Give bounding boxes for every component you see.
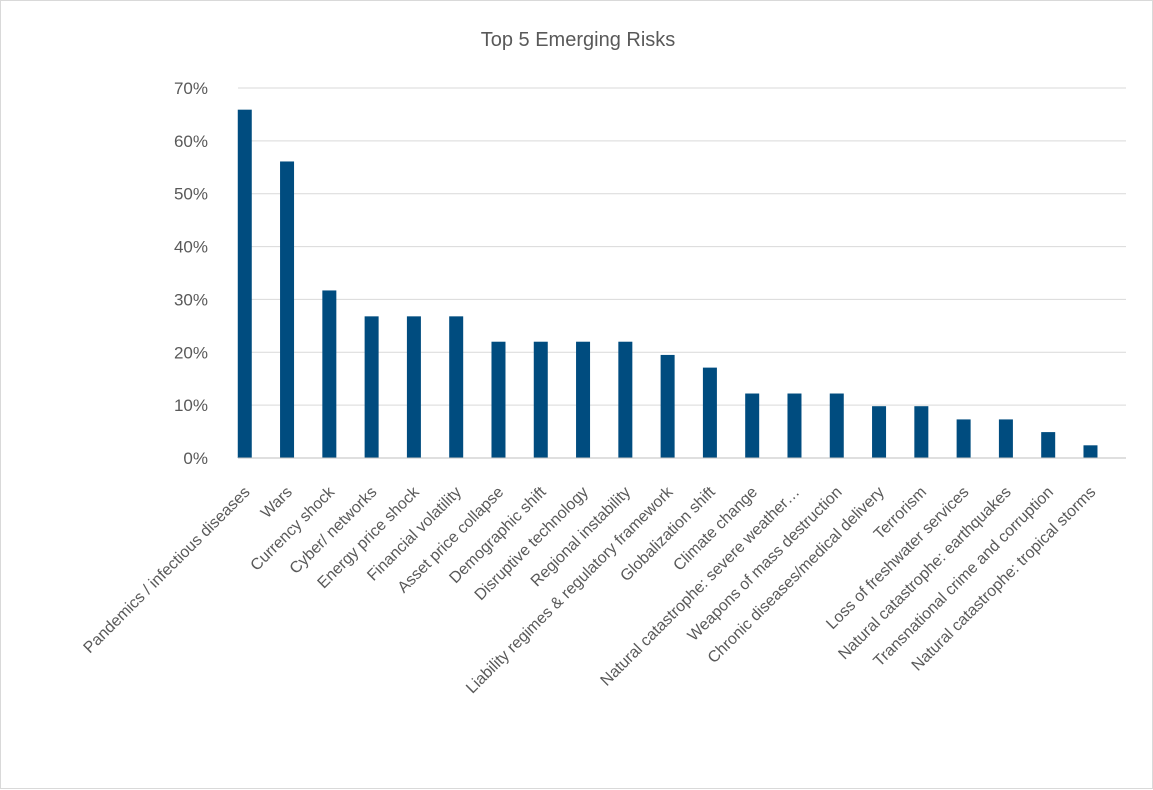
y-tick-label: 60% bbox=[174, 132, 208, 151]
gridlines bbox=[238, 87, 1126, 406]
bar bbox=[576, 341, 591, 458]
y-tick-label: 0% bbox=[183, 449, 208, 468]
x-tick-label: Wars bbox=[258, 484, 296, 522]
chart-title: Top 5 Emerging Risks bbox=[481, 29, 676, 51]
y-axis-ticks: 0% 10% 20% 30% 40% 50% 60% 70% bbox=[174, 79, 208, 468]
bar bbox=[745, 393, 760, 458]
bar bbox=[406, 316, 421, 458]
y-tick-label: 50% bbox=[174, 185, 208, 204]
bar bbox=[491, 341, 506, 458]
x-tick-label: Pandemics / infectious diseases bbox=[81, 484, 254, 657]
bar bbox=[322, 290, 337, 458]
bar bbox=[787, 393, 802, 458]
bar bbox=[449, 316, 464, 458]
bar bbox=[998, 419, 1013, 458]
bar bbox=[872, 406, 887, 458]
bars bbox=[237, 109, 1098, 459]
bar bbox=[1041, 432, 1056, 458]
y-tick-label: 10% bbox=[174, 396, 208, 415]
bar bbox=[533, 341, 548, 458]
bar bbox=[364, 316, 379, 458]
bar bbox=[1083, 445, 1098, 458]
x-axis-labels: Pandemics / infectious diseases WarsCurre… bbox=[81, 483, 1100, 697]
bar bbox=[660, 354, 675, 458]
bar bbox=[829, 393, 844, 458]
bar bbox=[914, 406, 929, 458]
x-tick-label: Weapons of mass destruction bbox=[685, 484, 846, 645]
bar bbox=[237, 109, 252, 459]
y-tick-label: 30% bbox=[174, 290, 208, 309]
y-tick-label: 20% bbox=[174, 343, 208, 362]
bar bbox=[280, 161, 295, 458]
bar bbox=[618, 341, 633, 458]
y-tick-label: 70% bbox=[174, 79, 208, 98]
y-tick-label: 40% bbox=[174, 238, 208, 257]
bar bbox=[702, 367, 717, 458]
bar bbox=[956, 419, 971, 458]
